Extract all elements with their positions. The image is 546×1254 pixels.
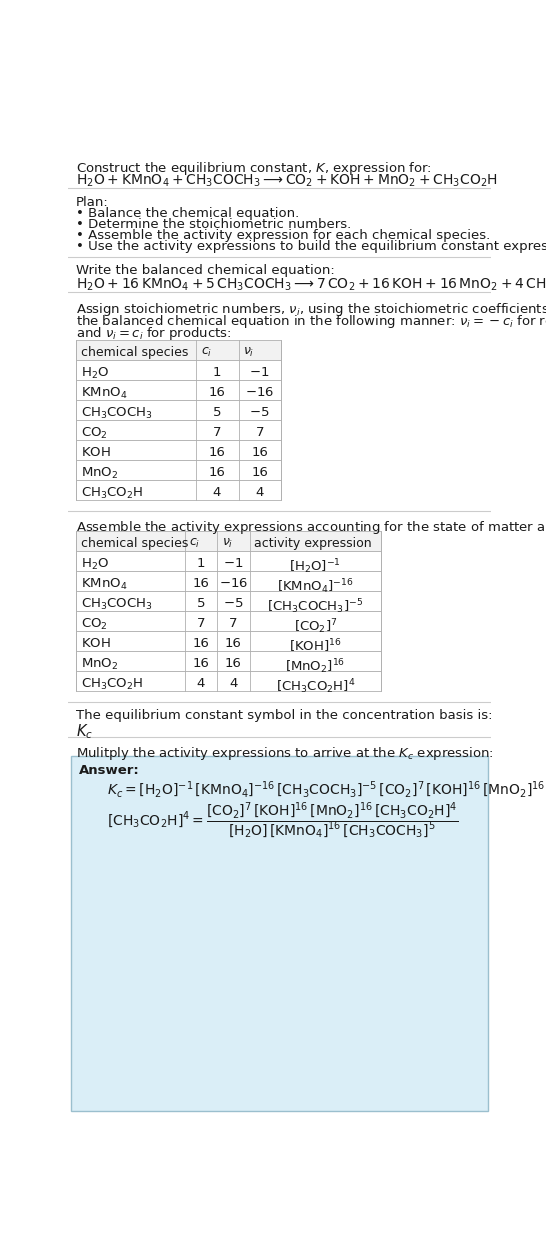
Text: 5: 5: [213, 406, 221, 419]
Bar: [76, 480, 281, 500]
Bar: [76, 611, 381, 631]
Text: $\mathrm{H_2O}$: $\mathrm{H_2O}$: [81, 557, 109, 572]
Text: 4: 4: [213, 487, 221, 499]
Text: Construct the equilibrium constant, $K$, expression for:: Construct the equilibrium constant, $K$,…: [76, 159, 432, 177]
Text: 4: 4: [197, 677, 205, 690]
Text: Write the balanced chemical equation:: Write the balanced chemical equation:: [76, 265, 335, 277]
Text: 1: 1: [197, 557, 205, 571]
Text: $\mathrm{CH_3CO_2H}$: $\mathrm{CH_3CO_2H}$: [81, 487, 143, 502]
Bar: [76, 360, 281, 380]
Text: $-1$: $-1$: [250, 366, 270, 379]
Text: 7: 7: [229, 617, 238, 630]
Text: $\mathrm{H_2O + KMnO_4 + CH_3COCH_3 \longrightarrow CO_2 + KOH + MnO_2 + CH_3CO_: $\mathrm{H_2O + KMnO_4 + CH_3COCH_3 \lon…: [76, 173, 498, 189]
Text: $-5$: $-5$: [250, 406, 270, 419]
Text: $\mathrm{KMnO_4}$: $\mathrm{KMnO_4}$: [81, 386, 127, 401]
Text: 16: 16: [209, 446, 225, 459]
Bar: [76, 380, 281, 400]
Text: Plan:: Plan:: [76, 196, 109, 209]
Text: $\mathrm{CH_3CO_2H}$: $\mathrm{CH_3CO_2H}$: [81, 677, 143, 692]
Text: Answer:: Answer:: [79, 764, 140, 777]
Text: Mulitply the activity expressions to arrive at the $K_c$ expression:: Mulitply the activity expressions to arr…: [76, 745, 494, 762]
Text: 16: 16: [251, 446, 268, 459]
Text: $\mathrm{KOH}$: $\mathrm{KOH}$: [81, 446, 110, 459]
Text: 16: 16: [209, 466, 225, 479]
Text: $[\mathrm{CH_3CO_2H}]^{4} = \dfrac{[\mathrm{CO_2}]^{7}\,[\mathrm{KOH}]^{16}\,[\m: $[\mathrm{CH_3CO_2H}]^{4} = \dfrac{[\mat…: [107, 801, 458, 841]
Text: $\mathrm{H_2O + 16\,KMnO_4 + 5\,CH_3COCH_3 \longrightarrow 7\,CO_2 + 16\,KOH + 1: $\mathrm{H_2O + 16\,KMnO_4 + 5\,CH_3COCH…: [76, 277, 546, 293]
Text: 7: 7: [213, 426, 221, 439]
Bar: [76, 420, 281, 440]
Bar: [76, 651, 381, 671]
Text: $\mathrm{CH_3COCH_3}$: $\mathrm{CH_3COCH_3}$: [81, 406, 152, 421]
Text: 16: 16: [192, 637, 209, 650]
Text: $[\mathrm{KOH}]^{16}$: $[\mathrm{KOH}]^{16}$: [289, 637, 342, 655]
Text: 4: 4: [229, 677, 238, 690]
Text: $[\mathrm{CO_2}]^{7}$: $[\mathrm{CO_2}]^{7}$: [294, 617, 337, 636]
Bar: [76, 631, 381, 651]
Bar: [76, 551, 381, 571]
Text: and $\nu_i = c_i$ for products:: and $\nu_i = c_i$ for products:: [76, 325, 232, 341]
Text: $\mathrm{KMnO_4}$: $\mathrm{KMnO_4}$: [81, 577, 127, 592]
Text: $[\mathrm{H_2O}]^{-1}$: $[\mathrm{H_2O}]^{-1}$: [289, 557, 341, 576]
Text: • Assemble the activity expression for each chemical species.: • Assemble the activity expression for e…: [76, 229, 490, 242]
Text: $[\mathrm{MnO_2}]^{16}$: $[\mathrm{MnO_2}]^{16}$: [286, 657, 346, 676]
Text: activity expression: activity expression: [254, 537, 372, 551]
Text: 16: 16: [225, 657, 242, 670]
Text: $\mathrm{CO_2}$: $\mathrm{CO_2}$: [81, 426, 108, 441]
Text: $[\mathrm{KMnO_4}]^{-16}$: $[\mathrm{KMnO_4}]^{-16}$: [277, 577, 354, 596]
Text: Assign stoichiometric numbers, $\nu_i$, using the stoichiometric coefficients, $: Assign stoichiometric numbers, $\nu_i$, …: [76, 301, 546, 319]
Text: $\nu_i$: $\nu_i$: [244, 346, 255, 359]
Text: $\nu_i$: $\nu_i$: [222, 537, 233, 551]
Text: $[\mathrm{CH_3COCH_3}]^{-5}$: $[\mathrm{CH_3COCH_3}]^{-5}$: [268, 597, 364, 616]
Text: chemical species: chemical species: [81, 346, 188, 359]
Text: 1: 1: [213, 366, 221, 379]
Bar: [76, 440, 281, 460]
Text: • Use the activity expressions to build the equilibrium constant expression.: • Use the activity expressions to build …: [76, 240, 546, 253]
Text: Assemble the activity expressions accounting for the state of matter and $\nu_i$: Assemble the activity expressions accoun…: [76, 519, 546, 535]
Text: chemical species: chemical species: [81, 537, 188, 551]
Bar: [76, 400, 281, 420]
Text: $c_i$: $c_i$: [201, 346, 212, 359]
Text: $\mathrm{MnO_2}$: $\mathrm{MnO_2}$: [81, 466, 118, 482]
Bar: [76, 460, 281, 480]
Text: $-1$: $-1$: [223, 557, 244, 571]
Text: $\mathrm{CH_3COCH_3}$: $\mathrm{CH_3COCH_3}$: [81, 597, 152, 612]
Text: 7: 7: [256, 426, 264, 439]
Text: $[\mathrm{CH_3CO_2H}]^{4}$: $[\mathrm{CH_3CO_2H}]^{4}$: [276, 677, 355, 696]
Text: The equilibrium constant symbol in the concentration basis is:: The equilibrium constant symbol in the c…: [76, 710, 492, 722]
Text: 16: 16: [192, 657, 209, 670]
Text: $c_i$: $c_i$: [189, 537, 200, 551]
Text: the balanced chemical equation in the following manner: $\nu_i = -c_i$ for react: the balanced chemical equation in the fo…: [76, 314, 546, 330]
Bar: [76, 571, 381, 591]
Text: $\mathrm{CO_2}$: $\mathrm{CO_2}$: [81, 617, 108, 632]
Text: 7: 7: [197, 617, 205, 630]
Bar: [76, 671, 381, 691]
Bar: [76, 530, 381, 551]
Text: 16: 16: [192, 577, 209, 591]
Text: 4: 4: [256, 487, 264, 499]
Text: $\mathrm{MnO_2}$: $\mathrm{MnO_2}$: [81, 657, 118, 672]
Text: $K_c$: $K_c$: [76, 722, 93, 741]
Text: $-16$: $-16$: [219, 577, 248, 591]
Text: 16: 16: [225, 637, 242, 650]
Bar: [76, 340, 281, 360]
Bar: [76, 591, 381, 611]
Bar: [72, 756, 488, 1111]
Text: $\mathrm{KOH}$: $\mathrm{KOH}$: [81, 637, 110, 650]
Text: $K_c = [\mathrm{H_2O}]^{-1}\,[\mathrm{KMnO_4}]^{-16}\,[\mathrm{CH_3COCH_3}]^{-5}: $K_c = [\mathrm{H_2O}]^{-1}\,[\mathrm{KM…: [107, 780, 545, 800]
Text: • Balance the chemical equation.: • Balance the chemical equation.: [76, 207, 299, 221]
Text: $-5$: $-5$: [223, 597, 244, 611]
Text: 5: 5: [197, 597, 205, 611]
Text: • Determine the stoichiometric numbers.: • Determine the stoichiometric numbers.: [76, 218, 351, 231]
Text: 16: 16: [209, 386, 225, 399]
Text: $-16$: $-16$: [245, 386, 274, 399]
Text: 16: 16: [251, 466, 268, 479]
Text: $\mathrm{H_2O}$: $\mathrm{H_2O}$: [81, 366, 109, 381]
